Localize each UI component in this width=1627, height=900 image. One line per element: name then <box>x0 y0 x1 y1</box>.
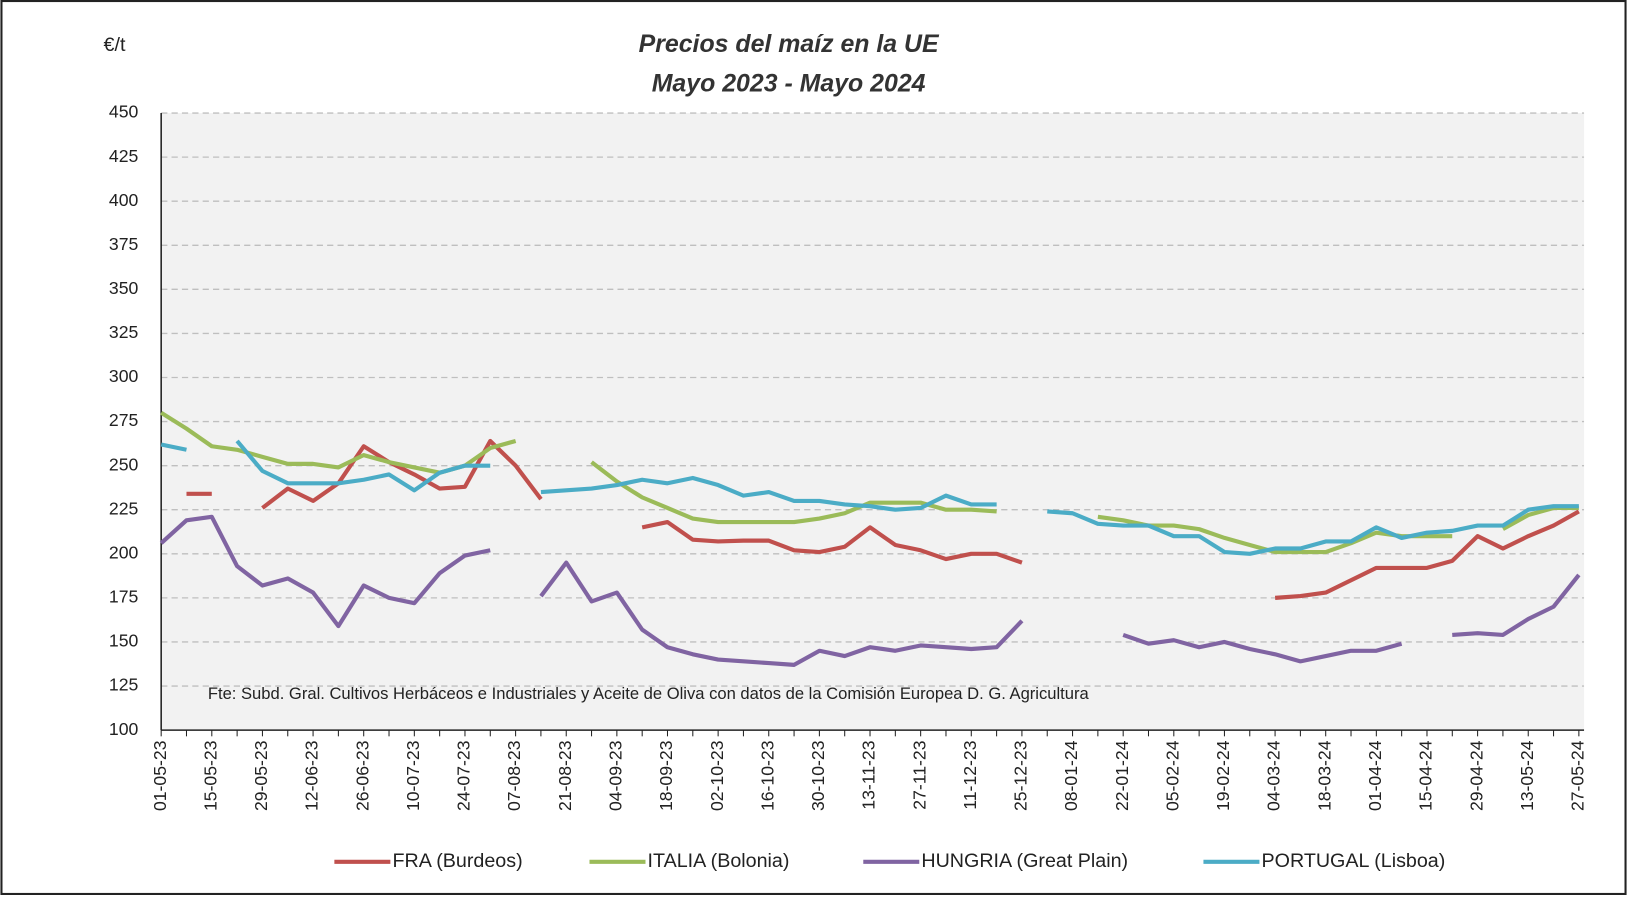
y-tick-label: 350 <box>109 278 139 298</box>
x-tick-label: 05-02-24 <box>1162 740 1182 811</box>
x-tick-label: 30-10-23 <box>808 740 828 811</box>
x-tick-label: 25-12-23 <box>1011 740 1031 811</box>
y-tick-label: 400 <box>109 190 139 210</box>
y-tick-label: 125 <box>109 675 139 695</box>
x-tick-label: 22-01-24 <box>1112 740 1132 811</box>
x-tick-label: 18-03-24 <box>1314 740 1334 811</box>
y-tick-label: 100 <box>109 719 139 739</box>
y-tick-label: 200 <box>109 542 139 562</box>
x-tick-label: 02-10-23 <box>707 740 727 811</box>
x-tick-label: 27-05-24 <box>1568 740 1588 811</box>
y-tick-label: 150 <box>109 631 139 651</box>
y-tick-label: 300 <box>109 366 139 386</box>
y-tick-label: 225 <box>109 498 139 518</box>
x-tick-label: 04-03-24 <box>1264 740 1284 811</box>
y-tick-label: 175 <box>109 587 139 607</box>
x-tick-label: 01-04-24 <box>1365 740 1385 811</box>
x-tick-label: 07-08-23 <box>504 740 524 811</box>
y-tick-label: 375 <box>109 234 139 254</box>
x-tick-label: 13-11-23 <box>859 740 879 809</box>
x-tick-label: 13-05-24 <box>1517 740 1537 811</box>
annotation: Fte: Subd. Gral. Cultivos Herbáceos e In… <box>208 684 1090 703</box>
y-tick-label: 250 <box>109 454 139 474</box>
chart-title: Precios del maíz en la UE <box>639 30 940 58</box>
x-tick-label: 04-09-23 <box>606 740 626 811</box>
y-tick-label: 325 <box>109 322 139 342</box>
x-tick-label: 10-07-23 <box>403 740 423 811</box>
x-tick-label: 16-10-23 <box>757 740 777 811</box>
legend-label: PORTUGAL (Lisboa) <box>1262 850 1446 872</box>
y-tick-label: 450 <box>109 102 139 122</box>
x-tick-label: 01-05-23 <box>150 740 170 811</box>
x-tick-label: 15-05-23 <box>200 740 220 811</box>
series-line <box>186 438 1580 600</box>
x-tick-label: 24-07-23 <box>454 740 474 811</box>
y-tick-label: 425 <box>109 146 139 166</box>
chart-subtitle: Mayo 2023 - Mayo 2024 <box>652 70 926 98</box>
x-tick-label: 15-04-24 <box>1416 740 1436 811</box>
y-axis-label: €/t <box>104 34 126 56</box>
legend-label: FRA (Burdeos) <box>392 850 522 872</box>
legend-label: HUNGRIA (Great Plain) <box>921 850 1128 872</box>
x-tick-label: 27-11-23 <box>909 740 929 809</box>
series-line <box>160 439 1579 556</box>
series-line <box>160 411 1579 555</box>
legend-label: ITALIA (Bolonia) <box>648 850 790 872</box>
x-tick-label: 18-09-23 <box>656 740 676 811</box>
x-tick-label: 11-12-23 <box>960 740 980 809</box>
y-tick-label: 275 <box>109 410 139 430</box>
x-tick-label: 26-06-23 <box>352 740 372 811</box>
x-tick-label: 21-08-23 <box>555 740 575 811</box>
x-tick-label: 12-06-23 <box>302 740 322 811</box>
series-line <box>159 514 1581 667</box>
x-tick-label: 19-02-24 <box>1213 740 1233 811</box>
x-tick-label: 29-05-23 <box>251 740 271 811</box>
x-tick-label: 29-04-24 <box>1466 740 1486 811</box>
x-tick-label: 08-01-24 <box>1061 740 1081 811</box>
